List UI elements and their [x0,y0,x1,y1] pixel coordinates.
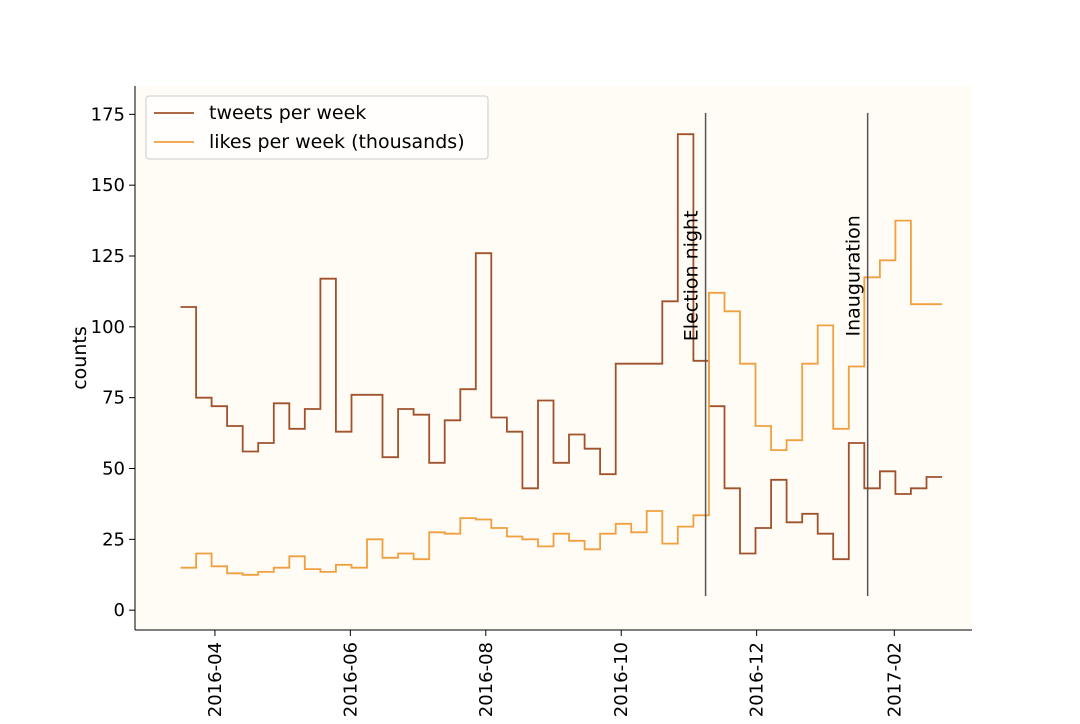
y-tick-label: 100 [91,317,125,338]
x-tick-label: 2016-10 [611,642,632,717]
x-tick-label: 2017-02 [884,642,905,717]
legend-box [145,95,489,160]
inauguration-label: Inauguration [843,215,865,336]
y-tick-label: 125 [91,246,125,267]
x-tick-label: 2016-12 [747,642,768,717]
y-axis-label: counts [69,326,91,390]
y-tick-label: 75 [102,388,125,409]
series-line-tweets [180,133,942,561]
y-ticks: 0 25 50 75 100 125 150 175 [91,104,135,621]
annotation-layer: Election night Inauguration [681,112,869,596]
series-line-likes [180,219,942,576]
legend-label-tweets: tweets per week [209,102,366,124]
y-tick-label: 0 [114,600,125,621]
plot-area [135,86,972,630]
y-tick-label: 175 [91,104,125,125]
x-ticks: 2016-04 2016-06 2016-08 2016-10 2016-12 2017-… [205,630,905,717]
x-tick-label: 2016-06 [340,642,361,717]
y-tick-label: 25 [102,529,125,550]
election-night-label: Election night [681,210,703,341]
y-tick-label: 50 [102,459,125,480]
legend-entries: tweets per week likes per week (thousands… [154,102,465,153]
y-tick-label: 150 [91,175,125,196]
legend-label-likes: likes per week (thousands) [209,131,465,153]
legend: tweets per week likes per week (thousands… [145,95,489,160]
series-layer [180,133,942,576]
x-tick-label: 2016-08 [476,642,497,717]
x-tick-label: 2016-04 [205,642,226,717]
